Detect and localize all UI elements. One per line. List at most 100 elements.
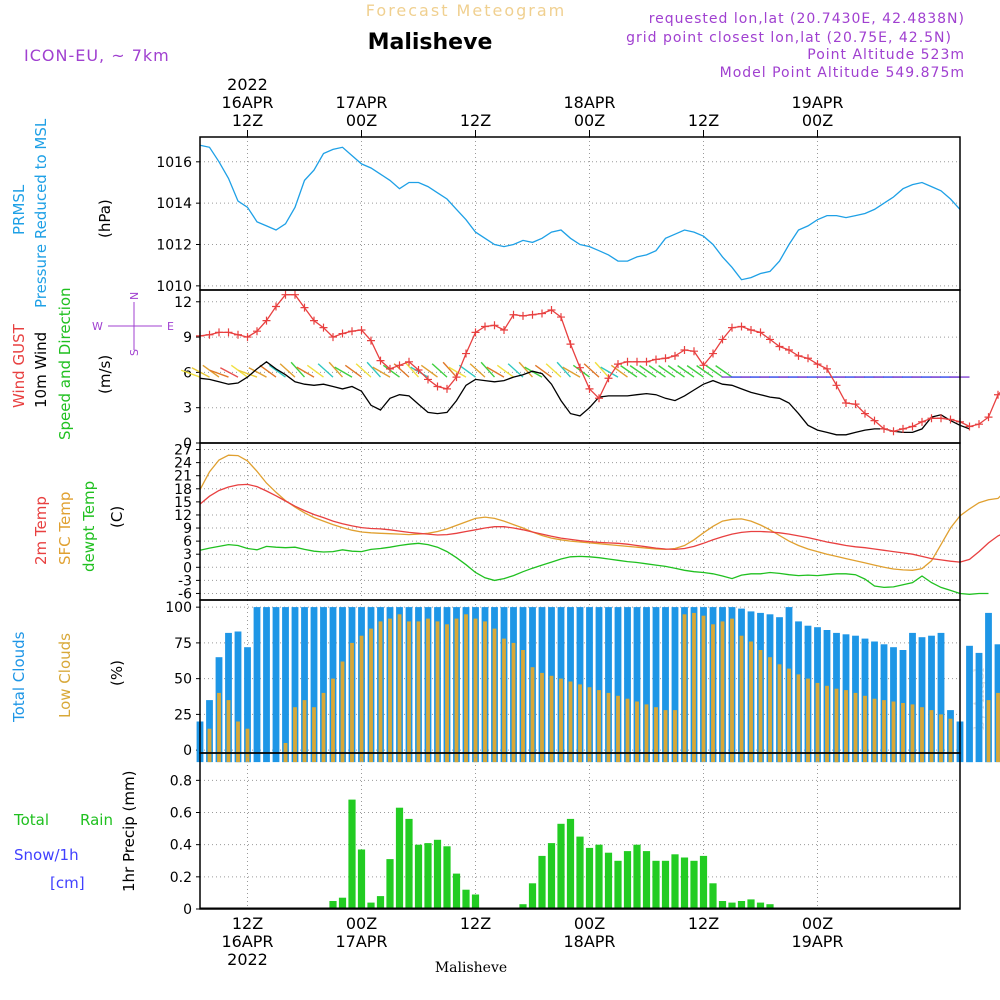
low-cloud-bar xyxy=(454,618,459,763)
low-cloud-bar xyxy=(245,728,250,763)
y-tick-label: 6 xyxy=(183,365,192,381)
gust-marker xyxy=(310,316,318,325)
rain-bar xyxy=(376,896,385,909)
wind-arrow xyxy=(290,361,306,378)
bottom-time-label: 00Z xyxy=(802,914,833,933)
wind-arrow xyxy=(344,364,362,378)
low-cloud-bar xyxy=(435,621,440,763)
y-tick-label: 100 xyxy=(165,600,192,616)
wind-arrow xyxy=(556,361,572,378)
gust-marker xyxy=(576,363,584,372)
low-cloud-bar xyxy=(986,700,991,763)
rain-bar xyxy=(414,844,423,909)
gust-marker xyxy=(595,394,603,403)
wind-arrow xyxy=(620,365,638,378)
gust-marker xyxy=(224,328,233,337)
panels: 1010101210141016036912-6-303691215182124… xyxy=(156,136,1000,918)
rain-bar xyxy=(462,889,470,909)
y-tick-label: 0 xyxy=(183,902,192,918)
low-cloud-bar xyxy=(815,682,820,763)
rain-bar xyxy=(614,860,622,909)
y-tick-label: 0.6 xyxy=(170,806,192,822)
y-tick-label: 0.8 xyxy=(170,773,192,789)
wind-arrow xyxy=(334,366,353,378)
gust-marker xyxy=(424,375,432,384)
gust-marker xyxy=(699,361,708,370)
bottom-time-label: 16APR xyxy=(221,932,273,951)
wind-arrow xyxy=(545,363,562,378)
low-cloud-bar xyxy=(644,704,649,763)
low-cloud-bar xyxy=(825,685,829,763)
rain-bar xyxy=(756,902,765,909)
total-cloud-bar xyxy=(272,607,280,763)
gust-marker xyxy=(604,374,613,383)
total-label: Total xyxy=(13,811,49,829)
low-cloud-bar xyxy=(293,707,297,763)
wind-arrow xyxy=(268,364,286,378)
total-cloud-bar xyxy=(662,607,669,763)
rain-bar xyxy=(661,860,670,909)
total-cloud-bar xyxy=(234,631,242,763)
gust-marker xyxy=(291,290,299,299)
y-tick-label: 0.4 xyxy=(170,838,192,854)
low-cloud-bar xyxy=(654,707,658,763)
percent-label: (%) xyxy=(108,660,126,686)
bottom-time-label: 18APR xyxy=(563,932,615,951)
y-tick-label: 1016 xyxy=(156,155,192,171)
bottom-time-label: 19APR xyxy=(791,932,843,951)
y-tick-label: 50 xyxy=(174,672,192,688)
wind-arrow xyxy=(677,365,695,378)
total-cloud-bar xyxy=(909,632,916,763)
rain-bar xyxy=(329,901,337,909)
wind-arrow xyxy=(355,363,372,378)
wind-direction-arrows xyxy=(180,361,970,378)
y-tick-label: 0.2 xyxy=(170,870,192,886)
low-cloud-bar xyxy=(369,628,373,763)
y-tick-label: 1012 xyxy=(156,238,192,254)
low-cloud-bar xyxy=(226,700,231,763)
low-cloud-bar xyxy=(910,704,915,763)
gust-marker xyxy=(585,384,594,393)
total-cloud-bar xyxy=(263,607,270,763)
rain-bar xyxy=(642,851,651,909)
gust-marker xyxy=(262,316,271,325)
gust-marker xyxy=(842,398,850,407)
wind-gust-label: Wind GUST xyxy=(10,323,28,408)
gust-marker xyxy=(566,340,575,349)
gust-marker xyxy=(633,357,641,366)
bottom-time-label: 00Z xyxy=(346,914,377,933)
gust-marker xyxy=(509,310,518,319)
gust-marker xyxy=(538,309,546,318)
rain-bar xyxy=(443,846,451,909)
total-cloud-bar xyxy=(918,637,926,763)
low-cloud-bar xyxy=(891,701,896,763)
low-cloud-bar xyxy=(511,642,516,763)
total-cloud-bar xyxy=(937,632,945,763)
location-title: Malisheve xyxy=(368,30,493,55)
rain-label: Rain xyxy=(80,811,113,829)
gust-marker xyxy=(367,336,375,345)
snow-label: Snow/1h xyxy=(14,846,79,864)
gust-marker xyxy=(528,310,537,319)
low-cloud-bar xyxy=(397,614,402,763)
wind-arrow xyxy=(594,361,610,378)
gust-marker xyxy=(386,364,394,373)
wind-speed-line xyxy=(199,360,970,436)
low-cloud-bar xyxy=(787,668,791,763)
gust-marker xyxy=(813,360,822,369)
rain-bar xyxy=(633,844,641,909)
gust-marker xyxy=(756,328,765,337)
low-cloud-bar xyxy=(730,618,734,763)
wind-arrow xyxy=(686,365,704,378)
gust-marker xyxy=(357,326,366,335)
precip-labels: Total Rain Snow/1h [cm] 1hr Precip (mm) xyxy=(13,771,138,892)
low-cloud-bar xyxy=(426,618,430,763)
rain-bar xyxy=(471,894,480,909)
wind-arrow xyxy=(629,365,647,378)
wind-arrow xyxy=(705,365,723,378)
compass-rose: W E N S xyxy=(92,292,174,356)
low-cloud-bar xyxy=(473,618,478,763)
low-cloud-bar xyxy=(749,641,753,763)
top-time-label: 16APR xyxy=(221,93,273,112)
